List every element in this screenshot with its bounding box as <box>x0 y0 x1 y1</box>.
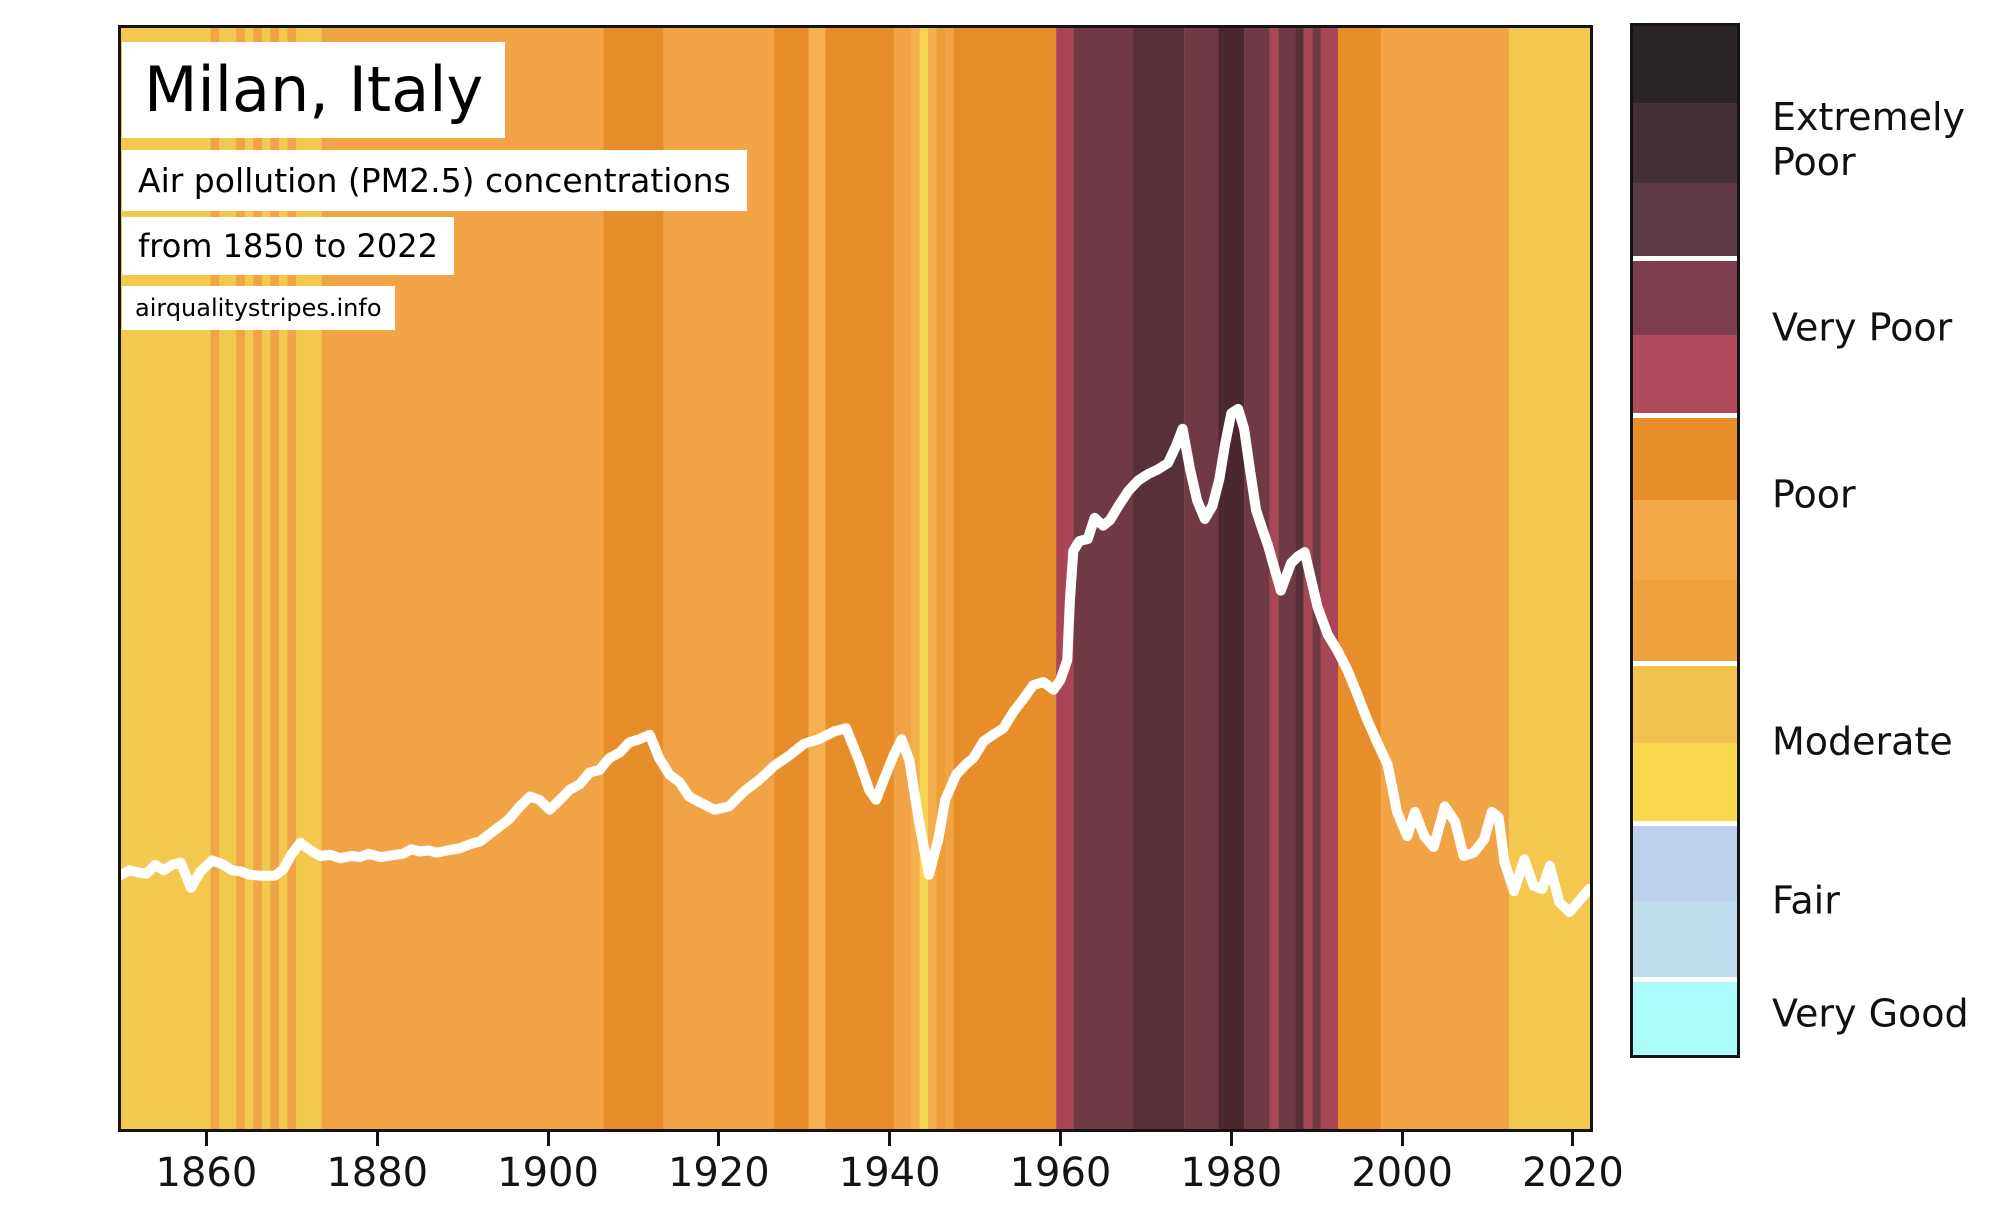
year-stripe <box>1056 28 1074 1129</box>
chart-title: Milan, Italy <box>122 42 506 139</box>
colorbar-divider <box>1633 661 1737 666</box>
pm25-line <box>121 403 1590 918</box>
colorbar-segment <box>1633 26 1737 103</box>
year-stripe <box>945 28 954 1129</box>
x-tick <box>375 1132 379 1146</box>
colorbar-segment <box>1633 183 1737 256</box>
year-stripe <box>236 28 245 1129</box>
year-stripe <box>1312 28 1321 1129</box>
colorbar-segment <box>1633 826 1737 901</box>
year-stripe <box>919 28 929 1129</box>
colorbar-segment <box>1633 982 1737 1055</box>
year-stripe <box>321 28 604 1129</box>
year-stripe <box>663 28 775 1129</box>
year-stripe <box>261 28 271 1129</box>
year-stripe <box>296 28 322 1129</box>
x-tick <box>1400 1132 1404 1146</box>
year-stripe <box>1295 28 1304 1129</box>
x-tick <box>1571 1132 1575 1146</box>
x-tick-label: 2020 <box>1522 1150 1624 1196</box>
legend-label-very-good: Very Good <box>1772 991 1969 1036</box>
year-stripe <box>1133 28 1185 1129</box>
year-stripe <box>953 28 1057 1129</box>
colorbar-segment <box>1633 666 1737 743</box>
year-stripe <box>210 28 220 1129</box>
x-tick-label: 1920 <box>667 1150 770 1196</box>
year-stripe <box>928 28 937 1129</box>
stripes-and-line-canvas <box>121 28 1590 1129</box>
year-stripe <box>774 28 809 1129</box>
year-stripe <box>936 28 946 1129</box>
x-tick-label: 1960 <box>1009 1150 1112 1196</box>
colorbar-divider <box>1633 821 1737 826</box>
legend-colorbar <box>1630 23 1740 1058</box>
x-tick <box>1058 1132 1062 1146</box>
year-stripe <box>279 28 288 1129</box>
year-stripe <box>603 28 664 1129</box>
year-stripe <box>1073 28 1134 1129</box>
colorbar-segment <box>1633 580 1737 661</box>
year-stripe <box>1184 28 1219 1129</box>
colorbar-segment <box>1633 261 1737 335</box>
year-stripe <box>244 28 254 1129</box>
legend-label-extremely-poor: Extremely Poor <box>1772 95 1966 184</box>
legend-label-very-poor: Very Poor <box>1772 305 1953 350</box>
colorbar-divider <box>1633 413 1737 418</box>
colorbar-divider <box>1633 977 1737 982</box>
year-stripe <box>808 28 826 1129</box>
year-stripe <box>911 28 920 1129</box>
legend-label-poor: Poor <box>1772 472 1856 517</box>
year-stripe <box>1508 28 1590 1129</box>
x-tick-label: 1860 <box>155 1150 258 1196</box>
x-tick-label: 1900 <box>497 1150 599 1196</box>
year-stripe <box>121 28 211 1129</box>
colorbar-segment <box>1633 743 1737 821</box>
year-stripe <box>1338 28 1381 1129</box>
legend-label-fair: Fair <box>1772 878 1840 923</box>
colorbar-segment <box>1633 103 1737 183</box>
year-stripe <box>893 28 911 1129</box>
colorbar-segment <box>1633 901 1737 977</box>
year-stripe <box>287 28 296 1129</box>
x-tick-label: 1980 <box>1180 1150 1283 1196</box>
x-tick-label: 1880 <box>326 1150 429 1196</box>
colorbar-segment <box>1633 418 1737 500</box>
year-stripe <box>1244 28 1270 1129</box>
colorbar-segment <box>1633 335 1737 413</box>
year-stripe <box>1218 28 1245 1129</box>
year-stripe <box>1321 28 1339 1129</box>
colorbar-segment <box>1633 500 1737 580</box>
year-stripe <box>253 28 262 1129</box>
chart-period-label: from 1850 to 2022 <box>122 217 454 275</box>
x-tick <box>717 1132 721 1146</box>
plot-area <box>118 25 1593 1132</box>
source-watermark: airqualitystripes.info <box>122 286 395 330</box>
year-stripe <box>1380 28 1509 1129</box>
x-tick <box>1229 1132 1233 1146</box>
x-tick-label: 1940 <box>838 1150 941 1196</box>
legend-label-moderate: Moderate <box>1772 719 1953 764</box>
year-stripe <box>825 28 894 1129</box>
x-tick <box>546 1132 550 1146</box>
x-tick <box>204 1132 208 1146</box>
x-tick <box>888 1132 892 1146</box>
colorbar-divider <box>1633 256 1737 261</box>
x-tick-label: 2000 <box>1351 1150 1453 1196</box>
year-stripe <box>270 28 279 1129</box>
chart-subtitle: Air pollution (PM2.5) concentrations <box>122 150 747 211</box>
